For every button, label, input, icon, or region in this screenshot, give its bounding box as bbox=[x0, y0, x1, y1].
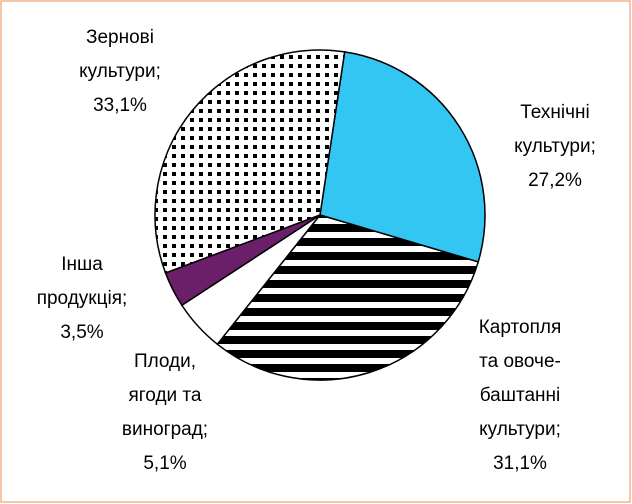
category-label: Зернові культури; bbox=[79, 27, 161, 82]
pie-slice bbox=[216, 214, 480, 381]
category-label: Плоди, ягоди та виноград; bbox=[121, 351, 209, 440]
category-label: Технічні культури; bbox=[514, 102, 596, 157]
slice-label: Зернові культури; 33,1% bbox=[60, 21, 180, 123]
value-label: 31,1% bbox=[493, 453, 547, 474]
slice-label: Інша продукція; 3,5% bbox=[27, 248, 137, 350]
category-label: Картопля та овоче-баштанні культури; bbox=[478, 317, 562, 440]
value-label: 5,1% bbox=[143, 453, 187, 474]
slice-label: Картопля та овоче-баштанні культури; 31,1… bbox=[470, 311, 570, 481]
pie-slice bbox=[319, 51, 486, 263]
slice-label: Плоди, ягоди та виноград; 5,1% bbox=[115, 345, 215, 481]
value-label: 27,2% bbox=[528, 170, 582, 191]
slice-label: Технічні культури; 27,2% bbox=[505, 96, 605, 198]
pie-slice bbox=[154, 49, 346, 274]
category-label: Інша продукція; bbox=[36, 254, 128, 309]
value-label: 3,5% bbox=[60, 322, 104, 343]
value-label: 33,1% bbox=[93, 95, 147, 116]
